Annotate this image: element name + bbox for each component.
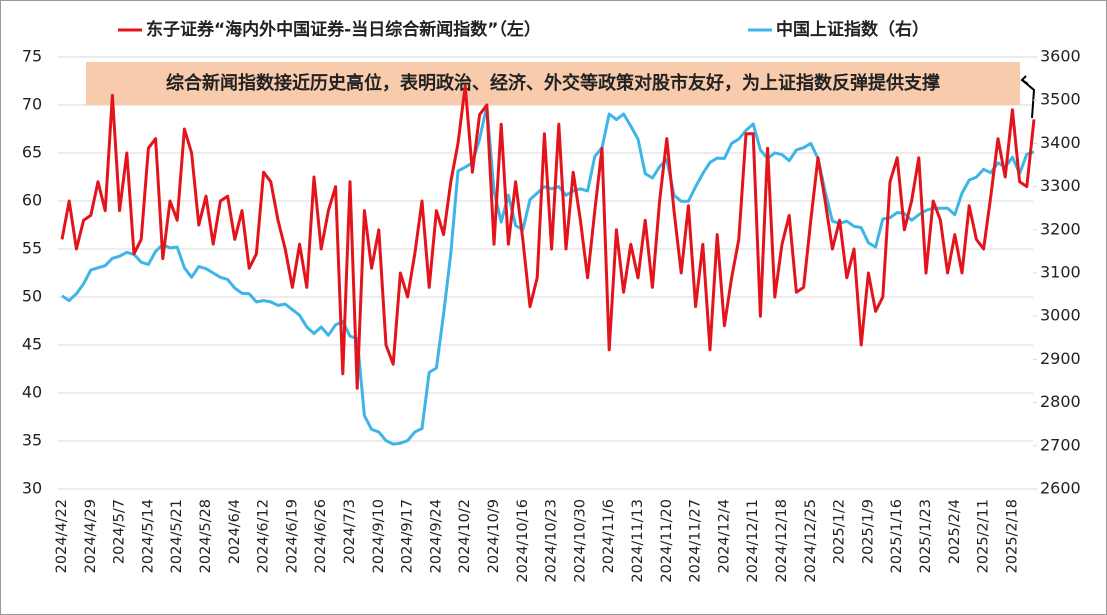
x-tick-label: 2025/2/4 xyxy=(947,499,963,564)
x-tick-label: 2024/10/2 xyxy=(457,499,473,573)
y-tick-label: 30 xyxy=(22,479,42,498)
annotation-box xyxy=(86,62,1020,105)
x-tick-label: 2024/6/26 xyxy=(313,499,329,573)
annotation: 综合新闻指数接近历史高位，表明政治、经济、外交等政策对股市友好，为上证指数反弹提… xyxy=(166,72,940,94)
x-tick-label: 2024/4/22 xyxy=(54,499,70,573)
x-tick-label: 2025/2/18 xyxy=(1004,499,1020,573)
y-tick-label: 40 xyxy=(22,383,42,402)
x-tick-label: 2024/9/17 xyxy=(400,499,416,573)
y2-tick-label: 2600 xyxy=(1040,479,1081,498)
y2-tick-label: 2800 xyxy=(1040,392,1081,411)
x-tick-label: 2024/5/7 xyxy=(112,499,128,564)
x-tick-label: 2024/9/24 xyxy=(428,499,444,573)
x-tick-label: 2025/1/2 xyxy=(832,499,848,564)
y2-tick-label: 3200 xyxy=(1040,219,1081,238)
x-tick-label: 2024/10/23 xyxy=(544,499,560,583)
x-tick-label: 2024/11/13 xyxy=(630,499,646,583)
y2-tick-label: 3000 xyxy=(1040,306,1081,325)
y2-tick-label: 3300 xyxy=(1040,176,1081,195)
y-tick-label: 75 xyxy=(22,47,42,66)
y2-tick-label: 3500 xyxy=(1040,90,1081,109)
y2-tick-label: 2900 xyxy=(1040,349,1081,368)
x-tick-label: 2024/10/30 xyxy=(572,499,588,583)
x-tick-label: 2024/12/11 xyxy=(745,499,761,583)
x-tick-label: 2024/11/6 xyxy=(601,499,617,573)
y-tick-label: 35 xyxy=(22,431,42,450)
y-tick-label: 60 xyxy=(22,191,42,210)
y2-tick-label: 3600 xyxy=(1040,47,1081,66)
arrow-head xyxy=(1020,75,1029,85)
y-tick-label: 50 xyxy=(22,287,42,306)
x-tick-label: 2024/6/19 xyxy=(284,499,300,573)
x-tick-label: 2025/1/16 xyxy=(889,499,905,573)
x-tick-label: 2025/2/11 xyxy=(976,499,992,573)
x-tick-label: 2024/11/27 xyxy=(688,499,704,583)
series-line xyxy=(60,84,1036,390)
x-tick-label: 2024/5/28 xyxy=(198,499,214,573)
x-tick-label: 2024/11/20 xyxy=(659,499,675,583)
x-tick-label: 2024/4/29 xyxy=(83,499,99,573)
x-tick-label: 2024/10/9 xyxy=(486,499,502,573)
y2-tick-label: 3400 xyxy=(1040,133,1081,152)
x-tick-label: 2024/9/10 xyxy=(371,499,387,573)
x-tick-label: 2024/6/4 xyxy=(227,499,243,564)
legend-label: 东子证券“海内外中国证券-当日综合新闻指数”（左） xyxy=(146,19,541,40)
y-tick-label: 70 xyxy=(22,95,42,114)
x-tick-label: 2024/6/12 xyxy=(256,499,272,573)
x-tick-label: 2024/12/18 xyxy=(774,499,790,583)
y2-tick-label: 2700 xyxy=(1040,435,1081,454)
y-tick-label: 45 xyxy=(22,335,42,354)
x-tick-label: 2024/12/4 xyxy=(716,499,732,573)
y2-tick-label: 3100 xyxy=(1040,263,1081,282)
x-tick-label: 2024/5/14 xyxy=(140,499,156,573)
x-tick-label: 2024/7/3 xyxy=(342,499,358,564)
y-tick-label: 65 xyxy=(22,143,42,162)
legend-label: 中国上证指数（右） xyxy=(776,19,929,40)
x-tick-label: 2024/10/16 xyxy=(515,499,531,583)
x-tick-label: 2025/1/9 xyxy=(860,499,876,564)
y-tick-label: 55 xyxy=(22,239,42,258)
x-tick-label: 2025/1/23 xyxy=(918,499,934,573)
x-tick-label: 2024/5/21 xyxy=(169,499,185,573)
x-tick-label: 2024/12/25 xyxy=(803,499,819,583)
